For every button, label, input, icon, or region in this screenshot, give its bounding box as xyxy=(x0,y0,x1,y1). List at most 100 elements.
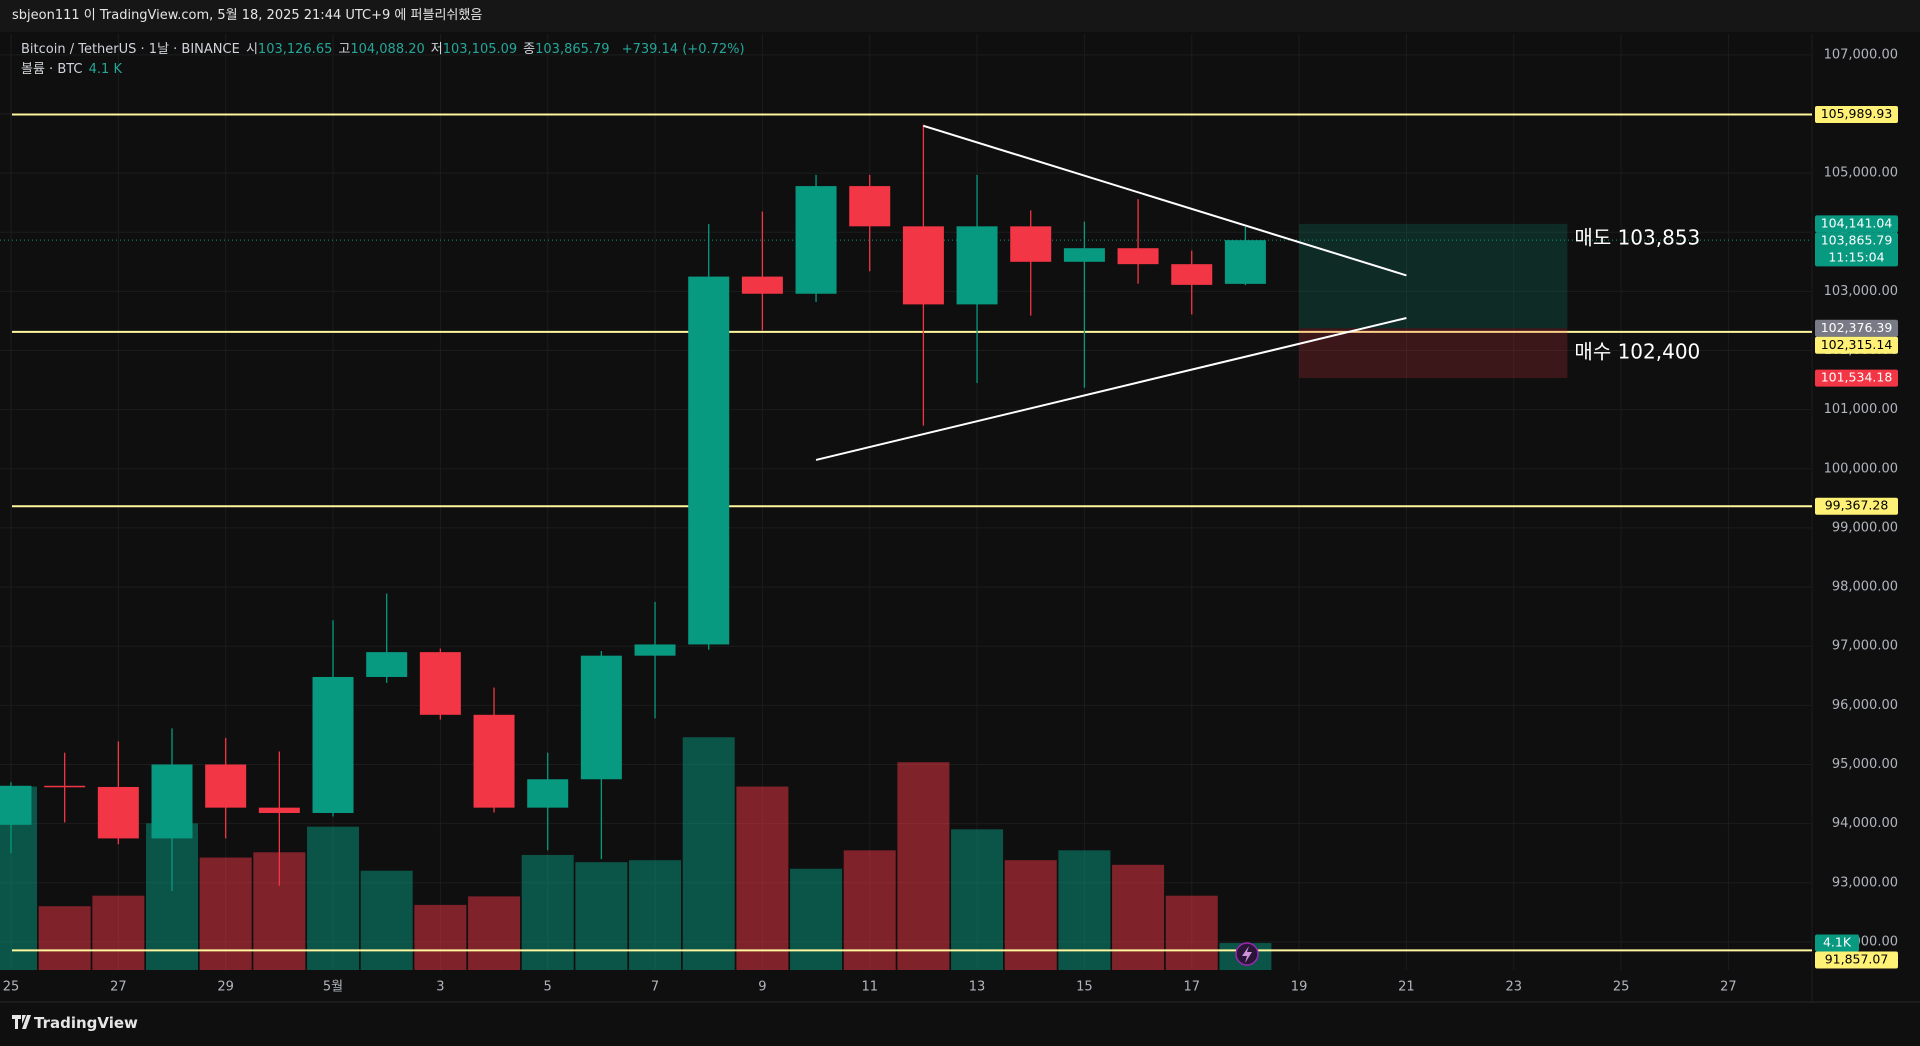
candle-body xyxy=(205,764,247,808)
ohlc-key: 고 xyxy=(338,42,351,57)
x-tick-label: 17 xyxy=(1183,980,1200,995)
volume-bar xyxy=(897,762,950,970)
x-tick-label: 5 xyxy=(544,980,552,995)
footer-logo: TradingView xyxy=(12,1014,138,1032)
candle-body xyxy=(1010,226,1052,262)
candle-body xyxy=(1224,240,1266,284)
candle-body xyxy=(366,652,408,677)
ohlc-value: 103,865.79 xyxy=(535,42,610,57)
logo-icon xyxy=(12,1015,31,1029)
ohlc-key: 시 xyxy=(245,42,258,57)
x-tick-label: 9 xyxy=(758,980,766,995)
candle-body xyxy=(1117,248,1159,265)
candle-body xyxy=(580,655,622,780)
candle-body xyxy=(312,676,354,813)
x-tick-label: 25 xyxy=(3,980,20,995)
price-label: 103,865.79 xyxy=(1821,232,1893,247)
y-tick-label: 98,000.00 xyxy=(1832,580,1898,595)
price-label: 102,315.14 xyxy=(1821,337,1893,352)
volume-bar xyxy=(1058,850,1111,970)
candle-body xyxy=(902,226,944,305)
price-label: 105,989.93 xyxy=(1821,106,1893,121)
y-tick-label: 100,000.00 xyxy=(1824,461,1898,476)
price-label-box xyxy=(1815,369,1898,387)
y-tick-label: 101,000.00 xyxy=(1824,402,1898,417)
y-tick-label: 95,000.00 xyxy=(1832,757,1898,772)
volume-bar xyxy=(360,870,413,970)
volume-bar xyxy=(790,868,843,970)
publish-header: sbjeon111 이 TradingView.com, 5월 18, 2025… xyxy=(0,0,1920,32)
y-tick-label: 107,000.00 xyxy=(1824,47,1898,62)
volume-bar xyxy=(307,826,360,970)
y-tick-label: 99,000.00 xyxy=(1832,520,1898,535)
y-tick-label: 97,000.00 xyxy=(1832,639,1898,654)
volume-bar xyxy=(521,854,574,970)
x-tick-label: 23 xyxy=(1505,980,1522,995)
price-label-box xyxy=(1815,319,1898,337)
price-label-box xyxy=(1815,497,1898,515)
volume-bar xyxy=(682,737,735,970)
volume-bar xyxy=(414,904,467,970)
candle-body xyxy=(634,644,676,656)
ohlc-value: 103,105.09 xyxy=(442,42,518,57)
volume-bar xyxy=(92,895,145,970)
legend-row: Bitcoin / TetherUS · 1날 · BINANCE 시103,1… xyxy=(21,40,747,60)
ohlc-key: 저 xyxy=(430,42,443,57)
price-label: 11:15:04 xyxy=(1828,249,1884,264)
price-label-box xyxy=(1815,951,1898,969)
candle-body xyxy=(0,785,32,825)
alert-icon[interactable] xyxy=(1235,942,1259,966)
volume-bar xyxy=(468,896,521,970)
position-loss xyxy=(1299,328,1568,379)
candle-body xyxy=(151,764,193,839)
ohlc-value: 104,088.20 xyxy=(350,42,425,57)
volume-bar xyxy=(629,860,682,970)
ohlc-key: 종 xyxy=(523,42,536,57)
candle-body xyxy=(956,226,998,305)
price-label-box xyxy=(1815,934,1859,952)
trendline xyxy=(923,124,1407,277)
y-tick-label: 96,000.00 xyxy=(1832,698,1898,713)
change: +739.14 (+0.72%) xyxy=(621,42,745,57)
y-tick-label: 105,000.00 xyxy=(1824,166,1898,181)
y-tick-label: 93,000.00 xyxy=(1832,875,1898,890)
price-label-box xyxy=(1815,232,1898,267)
y-tick-label: 103,000.00 xyxy=(1824,284,1898,299)
legend-row: 볼륨 · BTC 4.1 K xyxy=(21,60,747,80)
symbol: Bitcoin / TetherUS · 1날 · BINANCE xyxy=(21,42,240,57)
logo-text: TradingView xyxy=(34,1014,138,1032)
candle-body xyxy=(97,786,139,839)
x-tick-label: 21 xyxy=(1398,980,1415,995)
price-label: 104,141.04 xyxy=(1821,215,1893,230)
candle-body xyxy=(473,714,515,808)
x-tick-label: 27 xyxy=(110,980,127,995)
volume-value: 4.1 K xyxy=(88,62,122,77)
candle-body xyxy=(849,186,891,227)
volume-bar xyxy=(1004,860,1057,970)
x-tick-label: 5월 xyxy=(323,980,343,995)
volume-bar xyxy=(575,862,628,970)
x-tick-label: 25 xyxy=(1613,980,1630,995)
ohlc: 시103,126.65 고104,088.20 저103,105.09 종103,86… xyxy=(246,42,616,57)
x-tick-label: 13 xyxy=(969,980,986,995)
ohlc-value: 103,126.65 xyxy=(257,42,333,57)
candle-body xyxy=(527,779,569,808)
position-sell-text: 매도 103,853 xyxy=(1574,225,1700,249)
candle-body xyxy=(688,276,730,645)
price-label-box xyxy=(1815,106,1898,124)
candle-body xyxy=(258,807,300,813)
volume-bar xyxy=(38,906,91,970)
volume-bar xyxy=(843,850,896,970)
x-tick-label: 7 xyxy=(651,980,659,995)
volume-bar xyxy=(1165,895,1218,970)
x-tick-label: 3 xyxy=(436,980,444,995)
candle-body xyxy=(1171,264,1213,285)
price-label: 4.1K xyxy=(1823,935,1852,950)
candle-body xyxy=(44,785,86,788)
volume-bar xyxy=(951,829,1004,970)
legend: Bitcoin / TetherUS · 1날 · BINANCE 시103,1… xyxy=(21,40,747,80)
candle-body xyxy=(741,276,783,294)
price-label: 99,367.28 xyxy=(1825,498,1889,513)
